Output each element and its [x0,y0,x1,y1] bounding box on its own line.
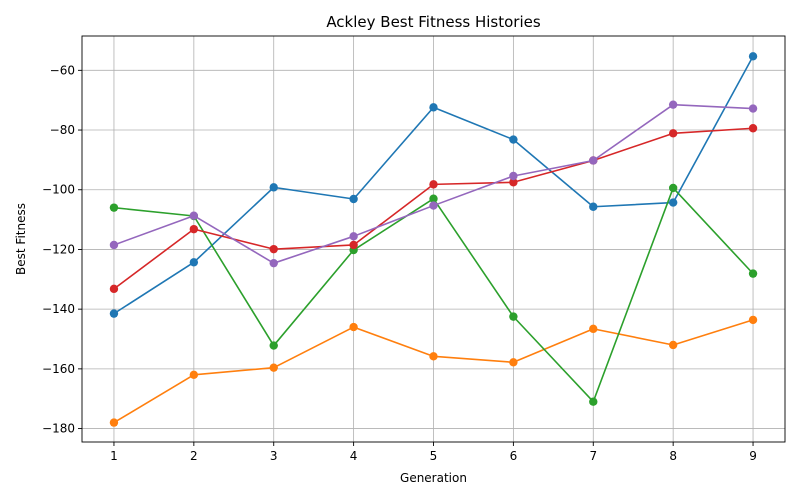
data-point [509,135,518,144]
data-point [748,104,758,113]
y-tick-label: −180 [42,422,75,436]
x-tick-label: 1 [110,449,118,463]
data-point [509,358,518,367]
data-point [269,183,278,192]
data-point [509,178,518,187]
data-point [589,324,598,334]
data-point [189,370,199,380]
x-tick-label: 7 [589,449,597,463]
series-5 [109,100,758,268]
x-tick-label: 9 [749,449,757,463]
data-point [349,322,358,332]
data-point [189,211,199,220]
data-point [668,100,678,109]
x-tick-label: 8 [669,449,677,463]
data-point [109,203,119,212]
x-tick-label: 4 [350,449,358,463]
data-point [349,232,358,241]
data-point [509,312,518,321]
series-4 [109,124,758,294]
series-2 [109,315,758,427]
y-tick-label: −60 [50,63,75,77]
data-point [429,352,438,361]
data-point [668,198,678,207]
series-group [109,52,758,427]
y-tick-label: −120 [42,242,75,256]
data-point [589,156,598,165]
series-3 [109,183,758,406]
y-tick-label: −100 [42,183,75,197]
y-axis-label: Best Fitness [14,203,28,275]
x-tick-label: 6 [510,449,518,463]
data-point [349,194,358,204]
data-point [509,171,518,181]
data-point [748,315,758,325]
data-point [429,194,438,203]
data-point [269,258,278,268]
data-point [748,124,758,133]
axis-ticks: 1 2 3 4 5 6 7 8 9 −180 −160 −140 −120 −100 −80 −60 [42,63,757,463]
data-point [269,244,278,254]
data-point [189,258,199,267]
data-point [589,397,598,406]
data-point [269,363,278,372]
series-1 [109,52,758,318]
data-point [668,340,678,350]
x-tick-label: 2 [190,449,198,463]
x-axis-label: Generation [400,471,467,485]
data-point [109,284,119,294]
data-point [269,341,278,350]
data-point [589,202,598,211]
data-point [109,418,119,427]
data-point [748,269,758,278]
data-point [189,224,199,234]
data-point [349,240,358,250]
data-point [429,180,438,189]
data-point [429,201,438,210]
grid [82,36,785,442]
data-point [668,129,678,138]
data-point [109,240,119,250]
chart-title: Ackley Best Fitness Histories [326,13,541,31]
y-tick-label: −80 [50,123,75,137]
y-tick-label: −140 [42,302,75,316]
data-point [748,52,758,61]
x-tick-label: 3 [270,449,278,463]
y-tick-label: −160 [42,362,75,376]
data-point [109,309,119,318]
data-point [429,103,438,112]
data-point [668,183,678,193]
x-tick-label: 5 [430,449,438,463]
